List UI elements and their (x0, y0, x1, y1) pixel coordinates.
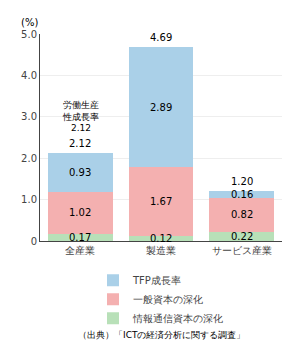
svg-text:2.0: 2.0 (21, 153, 37, 164)
svg-text:4.69: 4.69 (150, 32, 172, 43)
svg-text:1.0: 1.0 (21, 194, 37, 205)
svg-text:4.0: 4.0 (21, 70, 37, 81)
svg-text:全産業: 全産業 (65, 245, 95, 256)
svg-text:(%): (%) (21, 17, 38, 28)
svg-text:サービス産業: サービス産業 (212, 245, 272, 256)
svg-text:0: 0 (31, 236, 37, 247)
svg-text:0.82: 0.82 (231, 209, 253, 220)
svg-text:0.93: 0.93 (69, 167, 91, 178)
svg-text:製造業: 製造業 (146, 245, 176, 256)
svg-text:0.12: 0.12 (150, 233, 172, 244)
svg-text:1.02: 1.02 (69, 207, 91, 218)
svg-text:0.17: 0.17 (69, 232, 91, 243)
svg-text:（出典）「ICTの経済分析に関する調査」: （出典）「ICTの経済分析に関する調査」 (78, 330, 245, 340)
svg-text:0.16: 0.16 (231, 189, 253, 200)
svg-text:2.12: 2.12 (69, 138, 91, 149)
svg-text:5.0: 5.0 (21, 29, 37, 40)
svg-text:情報通信資本の深化: 情報通信資本の深化 (132, 313, 223, 324)
svg-text:労働生産性成長率2.12: 労働生産性成長率2.12 (62, 100, 99, 133)
svg-text:1.20: 1.20 (231, 176, 253, 187)
svg-text:1.67: 1.67 (150, 196, 172, 207)
svg-text:一般資本の深化: 一般資本の深化 (133, 294, 203, 305)
svg-text:0.22: 0.22 (231, 231, 253, 242)
svg-text:3.0: 3.0 (21, 111, 37, 122)
svg-text:TFP成長率: TFP成長率 (132, 275, 181, 286)
svg-text:2.89: 2.89 (150, 102, 172, 113)
